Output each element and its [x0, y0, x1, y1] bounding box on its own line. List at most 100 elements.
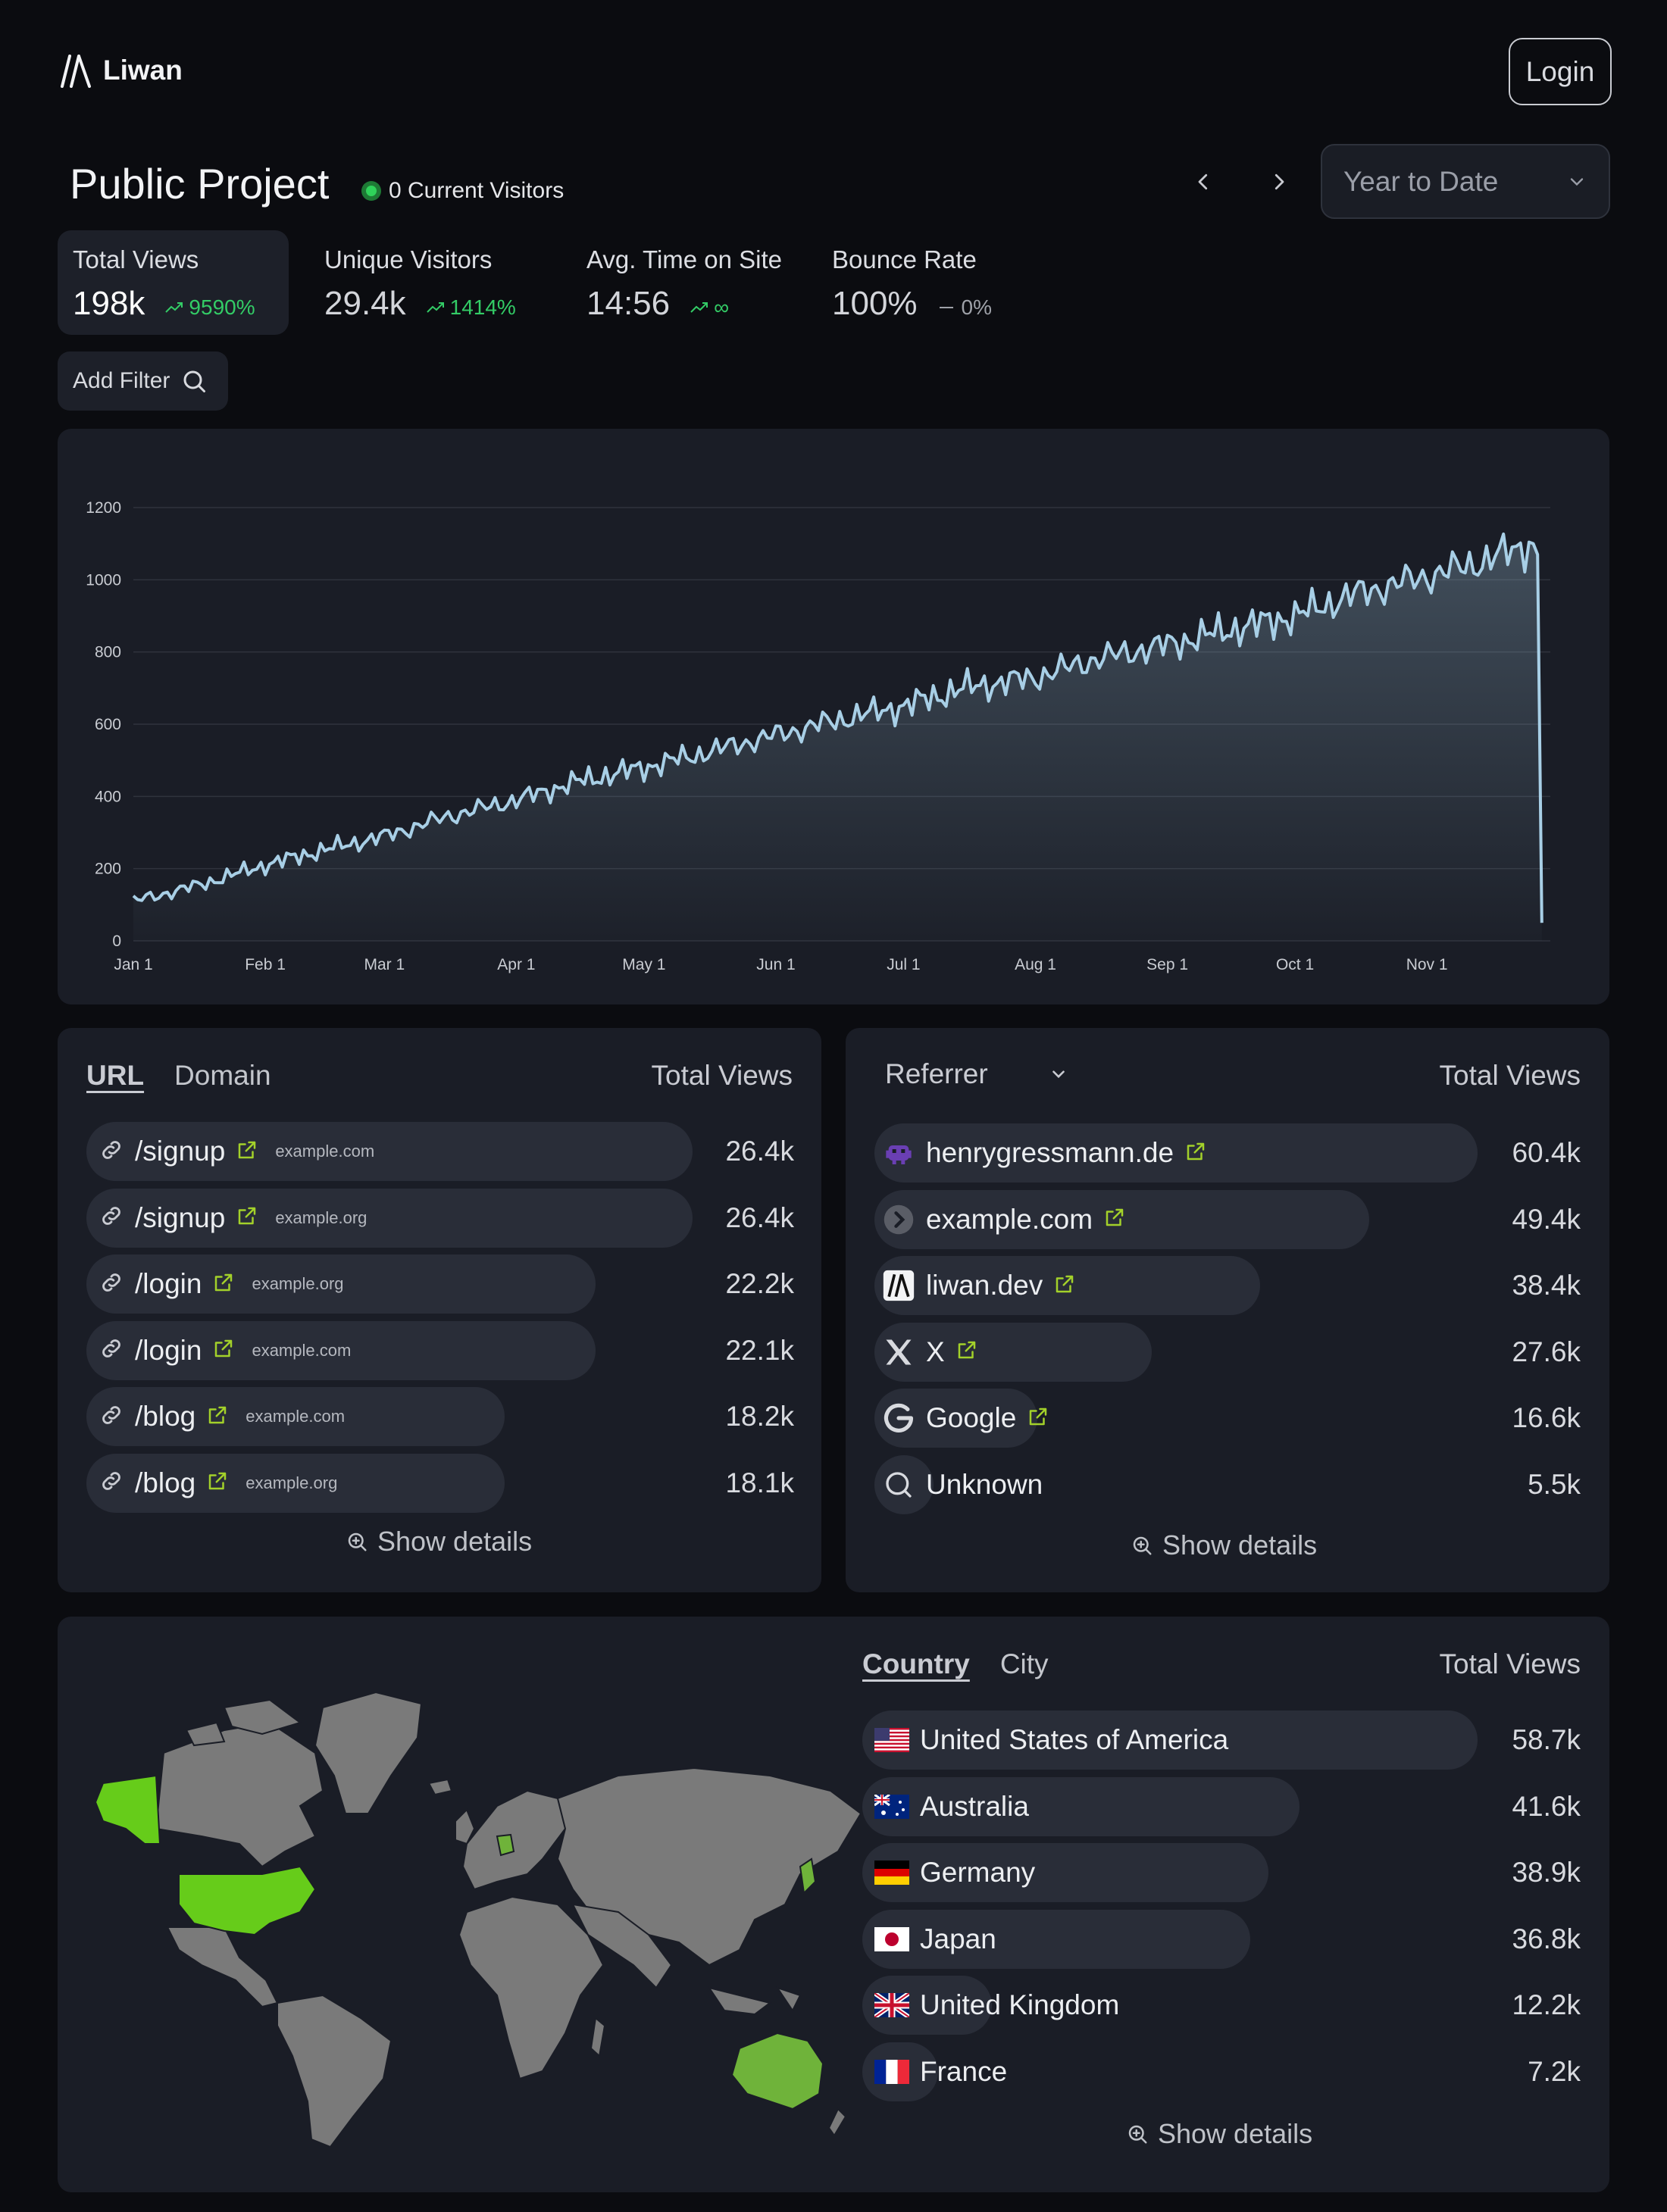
list-item[interactable]: United Kingdom 12.2k [862, 1976, 1581, 2035]
external-link-icon[interactable] [1027, 1405, 1049, 1432]
stat-total-views[interactable]: Total Views 198k 9590% [58, 230, 289, 335]
external-link-icon[interactable] [206, 1470, 229, 1496]
tab-country[interactable]: Country [862, 1648, 970, 1679]
map-new-zealand[interactable] [827, 2107, 847, 2137]
list-item[interactable]: Google 16.6k [874, 1389, 1581, 1448]
row-value: 60.4k [1512, 1137, 1581, 1168]
list-item[interactable]: liwan.dev 38.4k [874, 1256, 1581, 1315]
external-link-icon[interactable] [212, 1271, 235, 1298]
stat-delta: 1414% [426, 295, 516, 320]
map-asia[interactable] [556, 1767, 861, 1967]
map-arctic-islands[interactable] [185, 1698, 302, 1747]
map-usa[interactable] [178, 1865, 317, 1936]
external-link-icon[interactable] [1103, 1206, 1126, 1233]
map-central-america[interactable] [166, 1926, 279, 2008]
external-link-icon[interactable] [236, 1204, 258, 1231]
row-content: Germany [874, 1843, 1035, 1902]
date-range-select[interactable]: Year to Date [1321, 144, 1610, 219]
x-tick-label: Apr 1 [497, 956, 535, 973]
list-item[interactable]: henrygressmann.de 60.4k [874, 1123, 1581, 1183]
x-tick-label: Jan 1 [114, 956, 152, 973]
list-item[interactable]: Australia 41.6k [862, 1776, 1581, 1836]
x-tick-label: Mar 1 [364, 956, 405, 973]
stat-unique-visitors[interactable]: Unique Visitors 29.4k 1414% [309, 230, 559, 335]
map-europe[interactable] [461, 1789, 567, 1891]
trending-up-icon [690, 302, 708, 313]
row-value: 7.2k [1528, 2055, 1581, 2087]
row-bar [86, 1122, 693, 1181]
row-content: /blog example.com [99, 1387, 345, 1446]
external-link-icon[interactable] [236, 1139, 258, 1165]
stat-delta-value: ∞ [714, 295, 730, 319]
table-row[interactable]: /signup example.org 26.4k [86, 1188, 794, 1248]
map-uk[interactable] [455, 1808, 476, 1845]
list-item[interactable]: United States of America 58.7k [862, 1711, 1581, 1770]
map-iceland[interactable] [427, 1778, 453, 1796]
list-item[interactable]: Japan 36.8k [862, 1909, 1581, 1969]
row-content: /blog example.org [99, 1454, 337, 1513]
show-details-label: Show details [1158, 2118, 1313, 2149]
map-se-asia[interactable] [707, 1986, 802, 2016]
map-africa[interactable] [458, 1895, 605, 2080]
row-value: 49.4k [1512, 1203, 1581, 1235]
referrer-select[interactable]: Referrer [885, 1058, 1068, 1090]
referrer-name: Unknown [926, 1468, 1043, 1500]
add-filter-button[interactable]: Add Filter [58, 351, 228, 411]
list-item[interactable]: France 7.2k [862, 2042, 1581, 2101]
map-canada[interactable] [155, 1721, 324, 1868]
row-domain: example.com [246, 1407, 346, 1426]
map-australia[interactable] [730, 2032, 824, 2110]
table-row[interactable]: /blog example.com 18.2k [86, 1387, 794, 1446]
table-row[interactable]: /blog example.org 18.1k [86, 1453, 794, 1513]
map-germany[interactable] [496, 1833, 515, 1857]
list-item[interactable]: Unknown 5.5k [874, 1454, 1581, 1514]
table-row[interactable]: /signup example.com 26.4k [86, 1122, 794, 1181]
external-link-icon[interactable] [955, 1339, 978, 1365]
y-tick-label: 1200 [86, 499, 121, 517]
app-logo[interactable]: Liwan [59, 53, 183, 88]
list-item[interactable]: X 27.6k [874, 1322, 1581, 1382]
referrers-show-details-button[interactable]: Show details [1131, 1529, 1317, 1561]
stat-avg-time[interactable]: Avg. Time on Site 14:56 ∞ [571, 230, 806, 335]
previous-range-button[interactable] [1184, 163, 1222, 201]
map-japan[interactable] [799, 1857, 817, 1895]
add-filter-label: Add Filter [73, 368, 170, 393]
external-link-icon[interactable] [1184, 1140, 1207, 1167]
pages-show-details-button[interactable]: Show details [346, 1526, 532, 1557]
chevron-right-icon [1274, 173, 1284, 190]
row-bar [874, 1454, 934, 1514]
map-middle-east[interactable] [571, 1903, 673, 1989]
table-row[interactable]: /login example.org 22.2k [86, 1254, 794, 1314]
map-greenland[interactable] [314, 1691, 423, 1814]
tab-url[interactable]: URL [86, 1060, 145, 1091]
list-item[interactable]: Germany 38.9k [862, 1843, 1581, 1902]
referrer-name: liwan.dev [926, 1270, 1043, 1301]
row-content: Japan [874, 1910, 996, 1969]
views-chart-svg: 0 200 400 600 800 1000 1200 Jan 1 Feb 1 Mar 1 Apr … [86, 499, 1550, 973]
login-button[interactable]: Login [1509, 38, 1612, 105]
map-alaska[interactable] [94, 1774, 161, 1845]
page-title: Public Project [70, 160, 330, 208]
tab-domain[interactable]: Domain [174, 1060, 271, 1091]
row-path: /login [135, 1334, 202, 1366]
map-madagascar[interactable] [590, 2017, 606, 2057]
external-link-icon[interactable] [212, 1337, 235, 1364]
list-item[interactable]: example.com 49.4k [874, 1189, 1581, 1249]
geo-show-details-button[interactable]: Show details [1126, 2118, 1312, 2150]
stat-bounce-rate[interactable]: Bounce Rate 100% 0% [817, 230, 1021, 335]
external-link-icon[interactable] [1053, 1273, 1076, 1299]
stat-delta-value: 9590% [189, 295, 255, 319]
external-link-icon[interactable] [206, 1404, 229, 1430]
link-icon [99, 1402, 124, 1432]
table-row[interactable]: /login example.com 22.1k [86, 1320, 794, 1380]
country-name: United Kingdom [920, 1989, 1120, 2020]
tab-city[interactable]: City [999, 1648, 1049, 1679]
referrer-name: example.com [926, 1203, 1093, 1235]
x-logo-icon [882, 1336, 915, 1369]
next-range-button[interactable] [1260, 163, 1298, 201]
world-map[interactable] [73, 1662, 861, 2154]
chart-area [133, 533, 1542, 941]
current-visitors-label: 0 Current Visitors [389, 178, 565, 203]
flag-fr-icon [874, 2059, 909, 2084]
map-south-america[interactable] [277, 1994, 393, 2148]
